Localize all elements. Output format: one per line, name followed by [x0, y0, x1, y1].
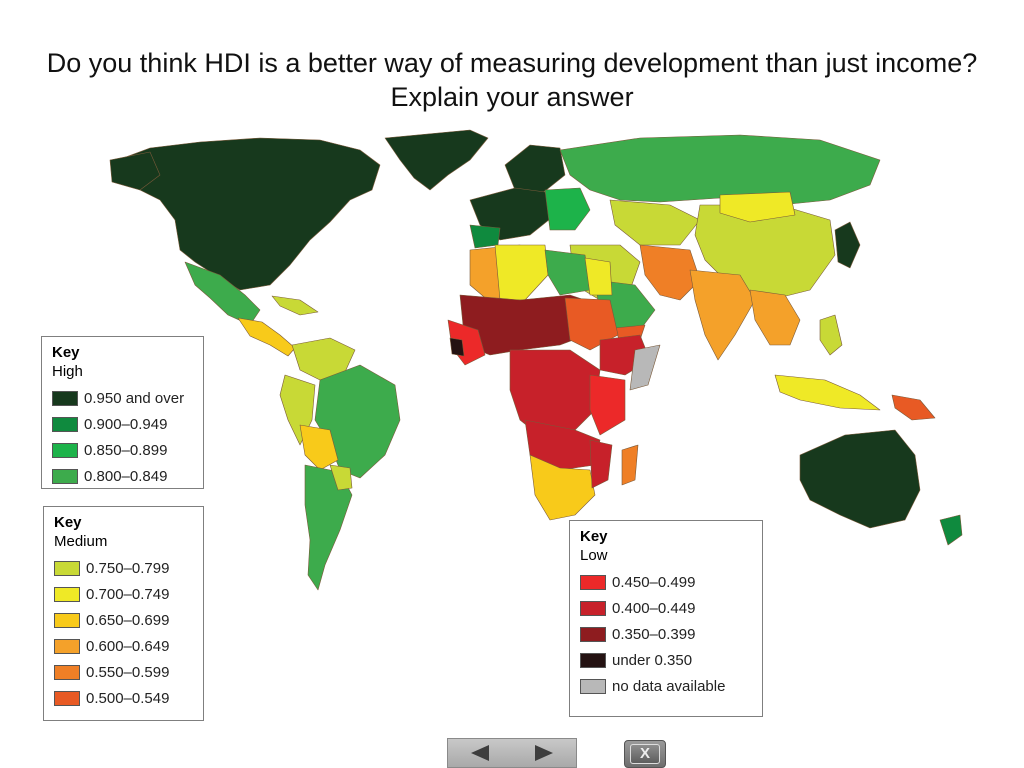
region-russia	[559, 134, 881, 206]
key-label: 0.500–0.549	[86, 689, 170, 707]
key-label: 0.350–0.399	[612, 625, 696, 643]
swatch	[580, 652, 606, 668]
key-label: no data available	[612, 677, 726, 695]
close-icon: X	[630, 744, 660, 764]
swatch	[580, 678, 606, 694]
region-southern-africa	[529, 454, 596, 521]
region-indonesia	[774, 374, 881, 411]
region-caribbean	[271, 295, 319, 316]
key-label: 0.800–0.849	[84, 467, 168, 485]
region-mozambique	[589, 439, 613, 489]
region-alaska	[109, 151, 161, 191]
key-label: 0.600–0.649	[86, 637, 170, 655]
key-medium-row: 0.650–0.699	[54, 607, 193, 633]
swatch	[54, 586, 80, 602]
region-algeria	[494, 244, 549, 301]
triangle-left-icon	[471, 745, 489, 761]
triangle-right-icon	[535, 745, 553, 761]
key-low-row: under 0.350	[580, 647, 752, 673]
key-label: 0.900–0.949	[84, 415, 168, 433]
region-japan	[834, 221, 861, 269]
key-label: 0.850–0.899	[84, 441, 168, 459]
previous-slide-button[interactable]	[460, 740, 500, 766]
region-east-africa	[589, 374, 626, 436]
region-bolivia	[299, 424, 339, 471]
swatch	[580, 626, 606, 642]
key-high-title: Key	[52, 344, 80, 361]
region-madagascar	[621, 444, 639, 486]
region-central-asia	[609, 199, 701, 246]
region-southeast-asia	[749, 289, 801, 346]
slide-title: Do you think HDI is a better way of meas…	[46, 48, 978, 112]
region-scandinavia	[504, 144, 566, 196]
key-medium: Key Medium 0.750–0.799 0.700–0.749 0.650…	[43, 506, 204, 721]
key-label: 0.650–0.699	[86, 611, 170, 629]
key-low-row: 0.350–0.399	[580, 621, 752, 647]
key-high-row: 0.800–0.849	[52, 463, 193, 489]
key-low-title: Key	[580, 528, 608, 545]
key-medium-row: 0.550–0.599	[54, 659, 193, 685]
region-iberia	[469, 224, 501, 249]
region-mongolia	[719, 191, 796, 223]
key-label: 0.750–0.799	[86, 559, 170, 577]
key-label: 0.950 and over	[84, 389, 185, 407]
key-high-row: 0.950 and over	[52, 385, 193, 411]
key-low-row: 0.400–0.449	[580, 595, 752, 621]
swatch	[52, 468, 78, 484]
region-greenland	[384, 129, 489, 191]
key-label: 0.450–0.499	[612, 573, 696, 591]
key-low-row: no data available	[580, 673, 752, 699]
region-paraguay	[329, 464, 353, 491]
key-label: under 0.350	[612, 651, 693, 669]
swatch	[54, 690, 80, 706]
region-egypt	[584, 257, 613, 296]
key-label: 0.550–0.599	[86, 663, 170, 681]
swatch	[52, 442, 78, 458]
swatch	[54, 638, 80, 654]
key-medium-title: Key	[54, 514, 82, 531]
swatch	[54, 612, 80, 628]
swatch	[52, 416, 78, 432]
region-philippines	[819, 314, 843, 356]
key-low-category: Low	[580, 547, 608, 564]
key-high-category: High	[52, 363, 83, 380]
close-button[interactable]: X	[624, 740, 666, 768]
swatch	[54, 560, 80, 576]
key-medium-row: 0.750–0.799	[54, 555, 193, 581]
key-label: 0.700–0.749	[86, 585, 170, 603]
swatch	[52, 390, 78, 406]
key-low: Key Low 0.450–0.499 0.400–0.449 0.350–0.…	[569, 520, 763, 717]
region-central-america	[237, 317, 296, 357]
key-medium-row: 0.700–0.749	[54, 581, 193, 607]
next-slide-button[interactable]	[524, 740, 564, 766]
key-medium-row: 0.600–0.649	[54, 633, 193, 659]
region-iran-afghanistan	[639, 244, 701, 301]
region-india	[689, 269, 756, 361]
key-high-row: 0.900–0.949	[52, 411, 193, 437]
region-eastern-europe	[544, 187, 591, 231]
key-medium-row: 0.500–0.549	[54, 685, 193, 711]
region-somalia	[629, 344, 661, 391]
region-australia	[799, 429, 921, 529]
key-medium-category: Medium	[54, 533, 108, 550]
region-png	[891, 394, 936, 421]
slide-navigation	[447, 738, 577, 768]
swatch	[54, 664, 80, 680]
region-new-zealand	[939, 514, 963, 546]
region-north-america	[114, 137, 381, 291]
key-high: Key High 0.950 and over 0.900–0.949 0.85…	[41, 336, 204, 489]
key-low-row: 0.450–0.499	[580, 569, 752, 595]
key-high-row: 0.850–0.899	[52, 437, 193, 463]
region-libya	[544, 249, 591, 296]
key-label: 0.400–0.449	[612, 599, 696, 617]
region-sierra-leone	[449, 337, 465, 357]
swatch	[580, 600, 606, 616]
swatch	[580, 574, 606, 590]
